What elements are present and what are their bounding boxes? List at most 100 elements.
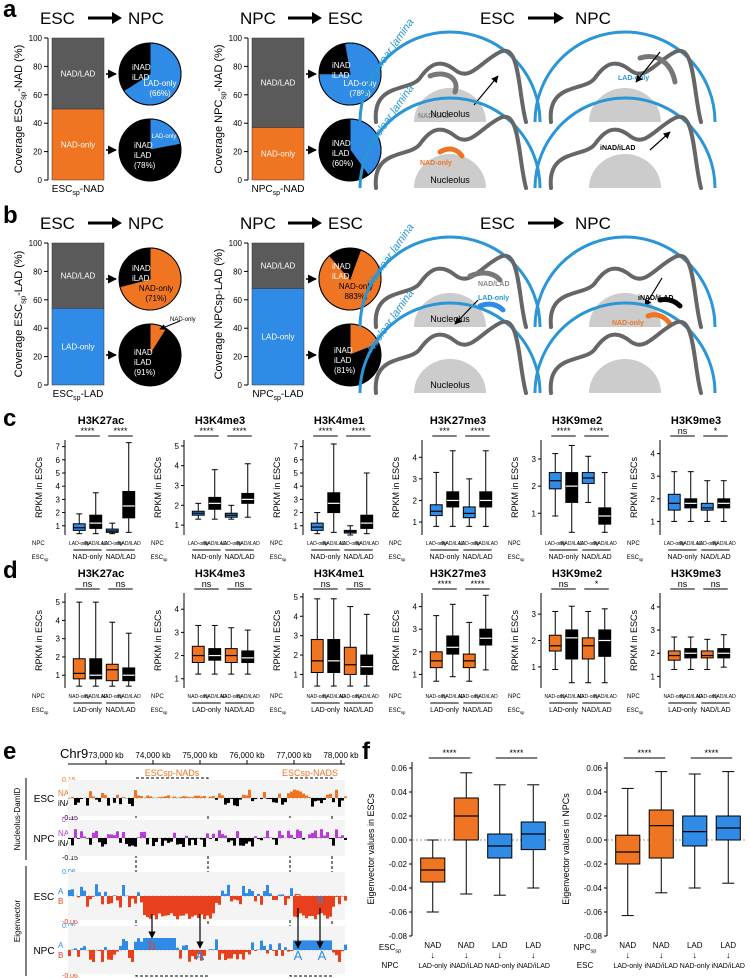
- pie-label: iLAD: [132, 73, 150, 82]
- compartment-annotation: A: [196, 948, 205, 963]
- track-bar: [224, 950, 227, 961]
- y-tick-label: 5: [56, 598, 61, 607]
- highlight-segment: [437, 146, 465, 159]
- track-bar: [332, 838, 335, 846]
- track-bar: [317, 896, 320, 915]
- highlight-segment: [637, 54, 678, 85]
- panel-letter-e: e: [3, 738, 17, 765]
- y-tick-label: 3: [651, 472, 656, 481]
- track-bar: [260, 838, 263, 841]
- track-bar: [269, 837, 272, 838]
- track-bar: [146, 896, 149, 918]
- track-bar: [224, 893, 227, 896]
- track-bar: [254, 896, 257, 902]
- track-bar: [335, 950, 338, 956]
- box: [191, 645, 205, 664]
- track-bar: [80, 798, 83, 800]
- track-bar: [200, 896, 203, 915]
- y-tick-label: 100: [29, 239, 43, 248]
- group-label: LAD-only: [668, 707, 697, 714]
- track-bar: [137, 837, 140, 838]
- track-bar: [68, 889, 71, 896]
- track-bar: [335, 896, 338, 897]
- bar-segment-label: NAD/LAD: [61, 272, 96, 281]
- category-arrow: ↓: [431, 950, 436, 960]
- row-label: NPC: [627, 694, 640, 700]
- group-label: NAD/LAD: [105, 707, 135, 714]
- group-label: NAD/LAD: [700, 707, 730, 714]
- y-tick-label: 2: [175, 501, 180, 510]
- group-label: NAD/LAD: [700, 554, 730, 561]
- panel-letter-a: a: [3, 0, 17, 23]
- category-label: NAD-only: [307, 694, 329, 700]
- track-bar: [164, 838, 167, 841]
- y-tick-label: 20: [233, 353, 242, 362]
- nucleus-lamina: [358, 235, 542, 328]
- track-bar: [263, 837, 266, 838]
- track-bar: [227, 798, 230, 803]
- track-bar: [116, 794, 119, 798]
- y-tick-label: 100: [29, 34, 43, 43]
- track-bar: [245, 950, 248, 953]
- track-bar: [230, 950, 233, 959]
- group-label: NAD/LAD: [343, 707, 373, 714]
- y-tick-label: 4: [56, 616, 61, 625]
- track-bar: [329, 838, 332, 840]
- y-tick-label: 6: [56, 456, 61, 465]
- track-bar: [143, 831, 146, 838]
- track-bar: [212, 833, 215, 838]
- track-bar: [251, 942, 254, 950]
- track-bar: [236, 896, 239, 901]
- y-axis-title: Coverage ESCsp-NAD (%): [13, 45, 27, 174]
- track-bottom-label: B: [58, 951, 63, 960]
- category-label: iNAD/iLAD: [441, 694, 465, 700]
- nucleus-lamina: [533, 96, 717, 189]
- track-bar: [176, 947, 179, 950]
- track-bar: [275, 838, 278, 845]
- bar-segment-label: LAD-only: [262, 333, 295, 342]
- sig-label: ****: [509, 748, 524, 758]
- sig-label: ***: [439, 426, 450, 436]
- sig-label: ns: [711, 579, 721, 589]
- category-label: LAD: [687, 941, 703, 950]
- category-sub-label: LAD-only: [613, 963, 642, 970]
- sig-label: ns: [321, 579, 331, 589]
- chart-title: H3K27me3: [430, 415, 486, 427]
- track-bar: [95, 798, 98, 800]
- y-tick-label: 0: [238, 176, 243, 185]
- header-to: NPC: [128, 214, 164, 233]
- track-bar: [173, 832, 176, 838]
- pie-label: iNAD: [132, 264, 151, 273]
- track-bar: [305, 795, 308, 798]
- track-bar: [188, 950, 191, 962]
- track-bar: [311, 940, 314, 950]
- y-tick-label: 60: [233, 296, 242, 305]
- nucleus-chromatin: [548, 253, 703, 329]
- y-tick-label: 80: [33, 267, 42, 276]
- track-bar: [134, 790, 137, 798]
- box: [241, 492, 255, 504]
- y-tick-label: 80: [233, 62, 242, 71]
- category-label: NAD-only: [69, 694, 91, 700]
- group-label-1: Nucleolus-DamID: [13, 787, 22, 850]
- category-label: iNAD/iLAD: [593, 694, 617, 700]
- track-bar: [224, 835, 227, 838]
- track-bar: [200, 796, 203, 798]
- track-bar: [209, 796, 212, 798]
- y-axis-title: Coverage NPCsp-LAD (%): [213, 249, 225, 380]
- y-tick-label: 2: [651, 649, 656, 658]
- box: [72, 523, 86, 531]
- track-bar: [233, 950, 236, 955]
- y-tick-label: 3: [651, 626, 656, 635]
- bar-segment: [51, 308, 105, 386]
- y-axis-title: RPKM in ESCs: [510, 609, 520, 671]
- track-bar: [152, 838, 155, 847]
- y-tick-label: 60: [233, 91, 242, 100]
- x-axis-label: ESCsp-NAD: [52, 184, 104, 197]
